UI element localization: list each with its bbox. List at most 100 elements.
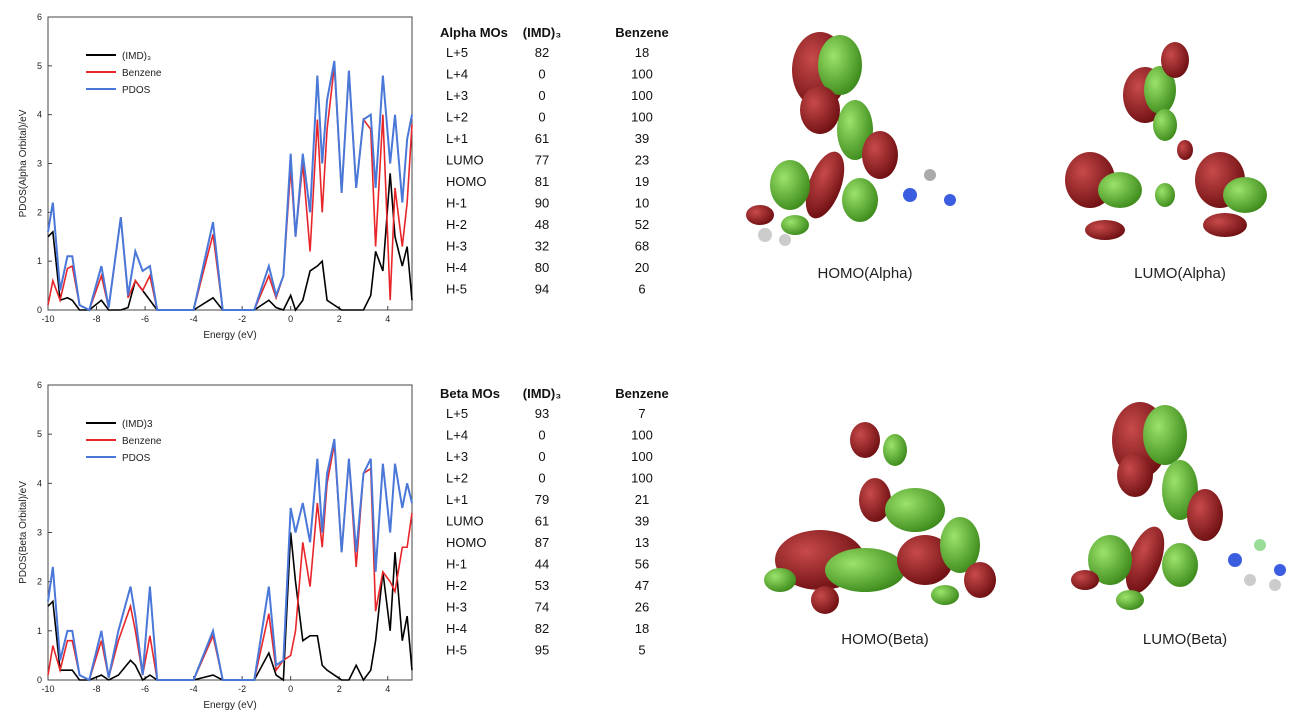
table-header: (IMD)₃ <box>523 386 562 401</box>
table-cell: L+5 <box>446 406 468 421</box>
table-cell: 100 <box>631 428 653 443</box>
table-cell: H-5 <box>446 282 467 297</box>
table-cell: 80 <box>535 260 549 275</box>
legend-label: PDOS <box>122 453 151 464</box>
table-cell: 87 <box>535 535 549 550</box>
table-cell: 26 <box>635 600 649 615</box>
table-header: (IMD)₃ <box>523 25 562 40</box>
y-tick-label: 1 <box>37 256 42 266</box>
table-cell: 20 <box>635 260 649 275</box>
table-cell: 53 <box>535 578 549 593</box>
y-tick-label: 6 <box>37 380 42 390</box>
table-cell: 100 <box>631 449 653 464</box>
table-cell: 74 <box>535 600 549 615</box>
x-tick-label: -2 <box>238 684 246 694</box>
table-cell: H-4 <box>446 260 467 275</box>
table-cell: 90 <box>535 196 549 211</box>
table-cell: 6 <box>638 282 645 297</box>
y-tick-label: 6 <box>37 12 42 22</box>
table-cell: 23 <box>635 153 649 168</box>
table-cell: H-3 <box>446 600 467 615</box>
table-cell: 68 <box>635 239 649 254</box>
table-cell: L+4 <box>446 428 468 443</box>
table-cell: 21 <box>635 492 649 507</box>
figure: HOMO(Alpha) LUMO(Alpha) HOMO(Beta) LUMO(… <box>0 0 1299 724</box>
x-tick-label: 0 <box>288 684 293 694</box>
table-cell: 7 <box>638 406 645 421</box>
table-cell: 81 <box>535 174 549 189</box>
figure-canvas: HOMO(Alpha) LUMO(Alpha) HOMO(Beta) LUMO(… <box>0 0 1299 724</box>
plot-frame <box>48 17 412 310</box>
table-cell: LUMO <box>446 514 484 529</box>
x-tick-label: 4 <box>385 314 390 324</box>
table-cell: 82 <box>535 621 549 636</box>
y-tick-label: 5 <box>37 61 42 71</box>
series-line <box>48 173 412 310</box>
x-tick-label: 0 <box>288 314 293 324</box>
table-cell: 44 <box>535 557 549 572</box>
y-tick-label: 3 <box>37 528 42 538</box>
table-header: Benzene <box>615 386 668 401</box>
x-tick-label: -6 <box>141 314 149 324</box>
x-tick-label: 2 <box>337 684 342 694</box>
table-cell: 13 <box>635 535 649 550</box>
table-cell: 79 <box>535 492 549 507</box>
table-header: Benzene <box>615 25 668 40</box>
table-cell: L+2 <box>446 110 468 125</box>
orbital-lumo-beta <box>1071 402 1286 610</box>
orbital-homo-alpha <box>746 32 956 246</box>
table-cell: 47 <box>635 578 649 593</box>
y-tick-label: 2 <box>37 207 42 217</box>
table-cell: 0 <box>538 449 545 464</box>
table-cell: 77 <box>535 153 549 168</box>
table-cell: 61 <box>535 131 549 146</box>
legend-label: Benzene <box>122 436 162 447</box>
x-tick-label: -6 <box>141 684 149 694</box>
orbital-label: HOMO(Beta) <box>841 631 929 648</box>
series-line <box>48 61 412 310</box>
table-cell: 10 <box>635 196 649 211</box>
table-cell: 100 <box>631 471 653 486</box>
x-tick-label: -8 <box>93 684 101 694</box>
table-header: Alpha MOs <box>440 25 508 40</box>
y-tick-label: 1 <box>37 626 42 636</box>
table-cell: 100 <box>631 88 653 103</box>
x-tick-label: -10 <box>41 684 54 694</box>
table-cell: H-3 <box>446 239 467 254</box>
orbital-label: LUMO(Alpha) <box>1134 265 1226 282</box>
y-axis-label: PDOS(Alpha Orbital)/eV <box>18 109 29 217</box>
table-cell: H-1 <box>446 196 467 211</box>
x-axis-label: Energy (eV) <box>203 700 256 711</box>
table-cell: L+1 <box>446 131 468 146</box>
x-tick-label: 2 <box>337 314 342 324</box>
legend-label: (IMD)₃ <box>122 51 151 62</box>
table-cell: 18 <box>635 621 649 636</box>
y-tick-label: 3 <box>37 159 42 169</box>
table-cell: LUMO <box>446 153 484 168</box>
table-cell: L+3 <box>446 88 468 103</box>
table-cell: 56 <box>635 557 649 572</box>
table-header: Beta MOs <box>440 386 500 401</box>
table-cell: L+5 <box>446 45 468 60</box>
table-cell: H-2 <box>446 217 467 232</box>
table-cell: H-1 <box>446 557 467 572</box>
table-cell: 39 <box>635 514 649 529</box>
orbital-lumo-alpha <box>1065 42 1267 240</box>
table-cell: 100 <box>631 67 653 82</box>
table-cell: 0 <box>538 67 545 82</box>
table-cell: L+1 <box>446 492 468 507</box>
y-tick-label: 2 <box>37 577 42 587</box>
x-tick-label: -4 <box>190 684 198 694</box>
legend-label: PDOS <box>122 85 151 96</box>
table-cell: 0 <box>538 471 545 486</box>
table-cell: 52 <box>635 217 649 232</box>
table-cell: 39 <box>635 131 649 146</box>
table-cell: 18 <box>635 45 649 60</box>
table-cell: 0 <box>538 110 545 125</box>
table-cell: 48 <box>535 217 549 232</box>
table-cell: 0 <box>538 428 545 443</box>
table-cell: HOMO <box>446 535 486 550</box>
x-tick-label: -4 <box>190 314 198 324</box>
legend-label: (IMD)3 <box>122 419 153 430</box>
y-axis-label: PDOS(Beta Orbital)/eV <box>18 481 29 584</box>
